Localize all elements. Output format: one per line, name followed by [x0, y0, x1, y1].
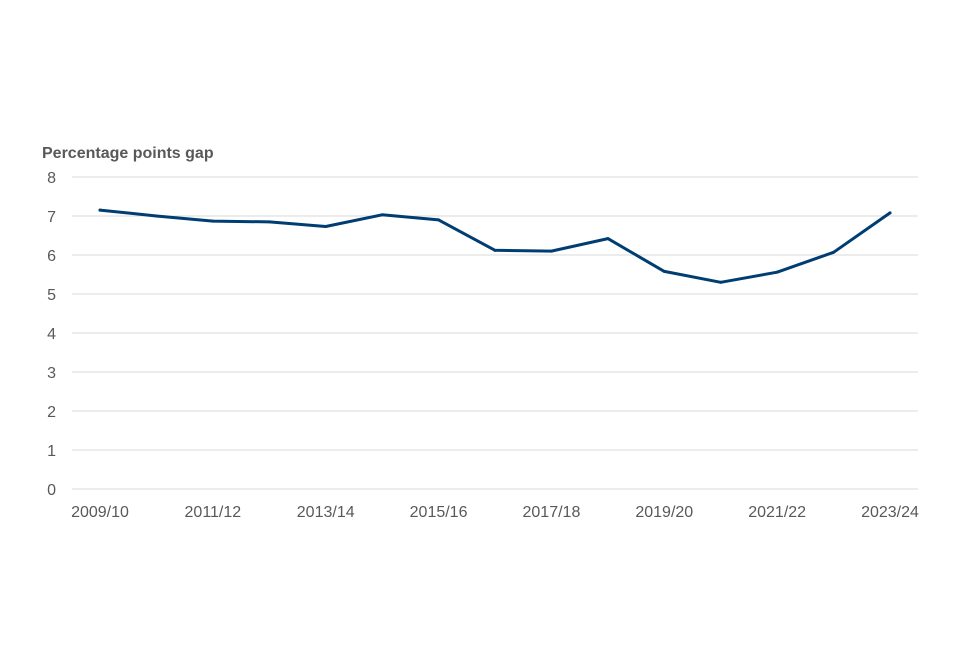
data-point [606, 237, 610, 241]
data-point [775, 270, 779, 274]
y-tick-label: 0 [47, 482, 56, 499]
data-point [437, 218, 441, 222]
x-tick-label: 2011/12 [185, 504, 242, 521]
data-point [549, 249, 553, 253]
y-tick-labels: 0 1 2 3 4 5 6 7 8 [47, 170, 56, 499]
data-point [154, 214, 158, 218]
x-tick-label: 2013/14 [297, 504, 355, 521]
x-tick-labels: 2009/10 2011/12 2013/14 2015/16 2017/18 2019/… [71, 504, 919, 521]
data-point [719, 280, 723, 284]
gridlines [72, 176, 918, 490]
x-tick-label: 2023/24 [861, 504, 919, 521]
data-point [662, 269, 666, 273]
y-tick-label: 7 [47, 209, 56, 226]
x-tick-label: 2015/16 [410, 504, 468, 521]
data-point [888, 211, 892, 215]
x-tick-label: 2017/18 [523, 504, 581, 521]
x-tick-label: 2019/20 [635, 504, 693, 521]
data-point [380, 213, 384, 217]
y-axis-label: Percentage points gap [42, 145, 214, 162]
data-point [324, 225, 328, 229]
y-tick-label: 8 [47, 170, 56, 187]
x-tick-label: 2009/10 [71, 504, 129, 521]
y-tick-label: 4 [47, 326, 56, 343]
data-point [98, 208, 102, 212]
y-tick-label: 2 [47, 404, 56, 421]
data-point [493, 248, 497, 252]
series-line-0 [98, 208, 892, 284]
data-point [267, 220, 271, 224]
y-tick-label: 6 [47, 248, 56, 265]
data-point [832, 250, 836, 254]
x-tick-label: 2021/22 [748, 504, 806, 521]
y-tick-label: 3 [47, 365, 56, 382]
y-tick-label: 1 [47, 443, 56, 460]
series-group [98, 208, 892, 284]
data-point [211, 219, 215, 223]
y-tick-label: 5 [47, 287, 56, 304]
